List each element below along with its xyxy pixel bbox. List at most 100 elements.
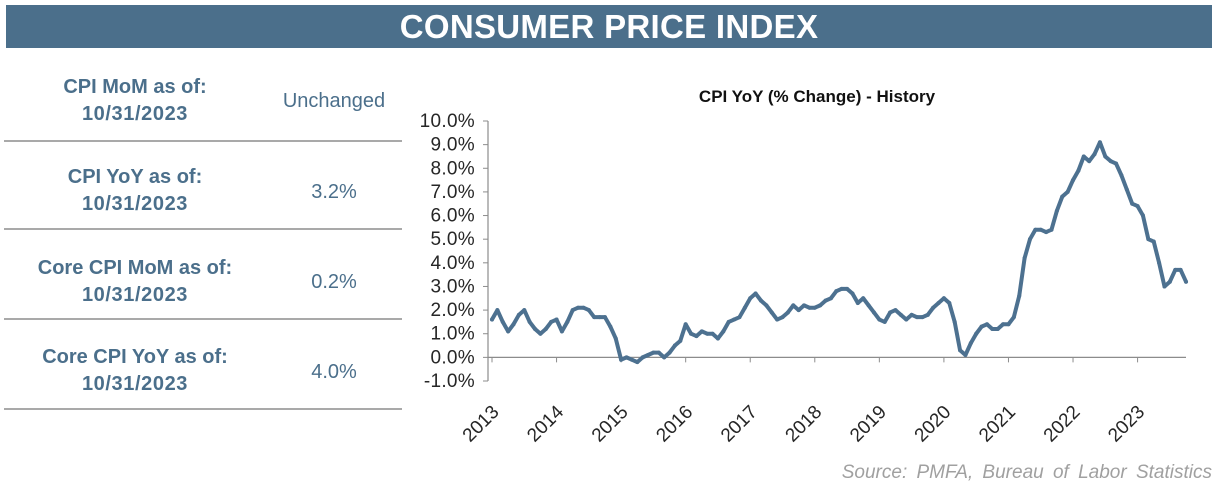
- data-point: [1184, 279, 1188, 284]
- data-point: [1049, 227, 1054, 232]
- stat-value: 0.2%: [311, 271, 357, 293]
- data-point: [1044, 230, 1049, 235]
- data-point: [500, 319, 505, 324]
- data-point: [850, 291, 855, 296]
- data-point: [1060, 194, 1065, 199]
- data-point: [839, 286, 844, 291]
- data-point: [877, 317, 882, 322]
- data-point: [715, 336, 720, 341]
- data-point: [871, 310, 876, 315]
- data-point: [791, 303, 796, 308]
- data-point: [995, 327, 1000, 331]
- data-point: [1076, 168, 1081, 173]
- data-point: [689, 331, 694, 336]
- data-point: [732, 317, 737, 322]
- data-point: [845, 286, 850, 291]
- x-tick-label: 2016: [652, 402, 697, 447]
- source-note: Source: PMFA, Bureau of Labor Statistics: [841, 462, 1212, 483]
- data-point: [1130, 201, 1135, 206]
- data-point: [1114, 161, 1119, 166]
- data-point: [785, 310, 790, 315]
- data-point: [753, 291, 758, 296]
- y-tick-label: 6.0%: [430, 206, 475, 227]
- data-point: [888, 310, 893, 315]
- data-point: [855, 301, 860, 305]
- data-point: [1162, 284, 1167, 289]
- stat-label: Core CPI YoY as of: 10/31/2023: [4, 344, 266, 398]
- data-point: [543, 327, 548, 331]
- data-point: [780, 315, 785, 320]
- data-point: [1065, 189, 1070, 194]
- y-tick-label: 7.0%: [430, 182, 475, 203]
- data-point: [667, 350, 672, 355]
- data-point: [898, 312, 903, 317]
- data-point: [613, 336, 618, 341]
- data-point: [1033, 227, 1038, 232]
- data-point: [1022, 256, 1027, 261]
- stat-label: CPI YoY as of: 10/31/2023: [4, 164, 266, 218]
- data-point: [984, 322, 989, 327]
- data-point: [769, 310, 774, 315]
- x-tick-label: 2017: [717, 402, 762, 447]
- data-point: [683, 322, 688, 327]
- data-point: [1006, 322, 1011, 327]
- data-point: [1108, 159, 1113, 164]
- y-tick-label: 1.0%: [430, 324, 475, 345]
- x-tick-label: 2022: [1040, 402, 1085, 447]
- data-point: [1103, 154, 1108, 159]
- data-point: [678, 338, 683, 343]
- data-point: [758, 298, 763, 303]
- data-point: [646, 353, 651, 357]
- data-point: [866, 303, 871, 308]
- stat-value: 4.0%: [311, 361, 357, 383]
- data-point: [608, 324, 613, 329]
- data-point: [570, 308, 575, 313]
- y-tick-label: 8.0%: [430, 158, 475, 179]
- x-tick-label: 2018: [782, 402, 827, 447]
- data-point: [592, 315, 597, 320]
- data-point: [640, 355, 645, 360]
- data-point: [597, 315, 602, 320]
- data-point: [828, 296, 833, 301]
- y-tick-label: -1.0%: [424, 371, 475, 392]
- stat-date: 10/31/2023: [81, 373, 189, 395]
- data-point: [635, 360, 640, 365]
- x-tick-label: 2023: [1104, 402, 1149, 447]
- x-tick-label: 2021: [975, 402, 1020, 447]
- data-point: [576, 305, 581, 310]
- data-point: [726, 319, 731, 324]
- y-tick-label: 5.0%: [430, 229, 475, 250]
- data-point: [694, 334, 699, 339]
- data-point: [721, 329, 726, 334]
- data-point: [775, 317, 780, 322]
- data-point: [737, 315, 742, 320]
- data-point: [602, 315, 607, 320]
- stat-label: CPI MoM as of: 10/31/2023: [4, 74, 266, 128]
- data-point: [629, 357, 634, 362]
- data-point: [586, 308, 591, 313]
- stat-row-cpi-mom: CPI MoM as of: 10/31/2023 Unchanged: [4, 62, 402, 142]
- data-point: [979, 324, 984, 329]
- data-point: [1167, 279, 1172, 284]
- data-point: [920, 315, 925, 320]
- data-point: [947, 301, 952, 305]
- data-point: [1135, 204, 1140, 209]
- data-point: [656, 350, 661, 355]
- data-point: [748, 296, 753, 301]
- data-point: [565, 319, 570, 324]
- data-point: [559, 329, 564, 334]
- data-point: [495, 308, 500, 313]
- data-point: [581, 305, 586, 310]
- data-point: [812, 305, 817, 310]
- data-point: [802, 303, 807, 308]
- stat-label-text: Core CPI MoM as of:: [37, 257, 233, 279]
- stat-value: Unchanged: [282, 90, 386, 112]
- data-point: [506, 329, 511, 334]
- data-point: [1081, 154, 1086, 159]
- cpi-yoy-chart: CPI YoY (% Change) - History 10.0% 9.0%8.…: [420, 87, 1188, 447]
- data-point: [1146, 237, 1151, 242]
- data-point: [1124, 187, 1129, 192]
- data-point: [958, 348, 963, 353]
- y-tick-label: 2.0%: [430, 300, 475, 321]
- data-point: [823, 298, 828, 303]
